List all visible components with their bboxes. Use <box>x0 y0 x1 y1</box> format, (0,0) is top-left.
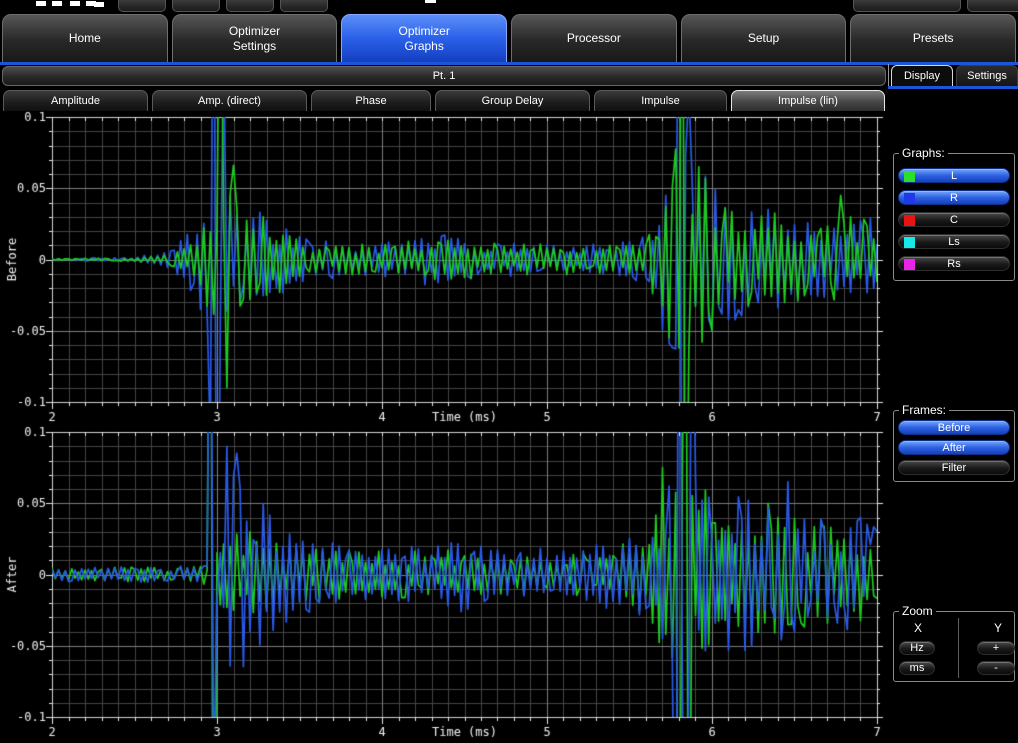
tab-amp-direct[interactable]: Amp. (direct) <box>152 90 307 111</box>
channel-button-C[interactable]: C <box>898 212 1010 227</box>
tab-settings[interactable]: Settings <box>956 65 1018 86</box>
channel-R-label: R <box>950 191 958 204</box>
channel-button-L[interactable]: L <box>898 168 1010 183</box>
zoom-x-ms-button[interactable]: ms <box>899 661 935 675</box>
frames-group-label: Frames: <box>899 403 950 417</box>
tab-optimizer-graphs[interactable]: Optimizer Graphs <box>341 14 508 62</box>
frame-button-after[interactable]: After <box>898 440 1010 455</box>
channel-button-R[interactable]: R <box>898 190 1010 205</box>
tab-underline <box>0 62 1018 65</box>
zoom-group: Zoom X Y Hz ms + - <box>893 604 1015 682</box>
clipped-toolbar-button[interactable] <box>967 0 1018 12</box>
tab-processor[interactable]: Processor <box>511 14 677 62</box>
tab-group-delay[interactable]: Group Delay <box>435 90 590 111</box>
zoom-y-header: Y <box>994 621 1003 635</box>
channel-C-label: C <box>950 213 958 226</box>
panel-separator <box>888 64 889 88</box>
zoom-y-minus-button[interactable]: - <box>977 661 1015 675</box>
impulse-graphs-canvas <box>0 111 888 743</box>
before-plot-area <box>52 117 877 402</box>
tab-display[interactable]: Display <box>891 65 953 86</box>
clipped-toolbar-button[interactable] <box>118 0 166 12</box>
zoom-x-header: X <box>914 621 923 635</box>
channel-C-swatch <box>904 215 915 226</box>
channel-R-swatch <box>904 193 915 204</box>
clipped-glyph <box>425 0 436 3</box>
zoom-group-label: Zoom <box>899 604 936 618</box>
channel-Rs-label: Rs <box>947 257 961 270</box>
panel-tab-underline <box>888 86 1018 89</box>
after-plot-area <box>52 432 877 717</box>
tab-phase[interactable]: Phase <box>311 90 431 111</box>
clipped-title-text <box>36 1 46 6</box>
channel-Ls-label: Ls <box>948 235 960 248</box>
graph-tab-bar: Amplitude Amp. (direct) Phase Group Dela… <box>3 90 888 111</box>
frame-button-before[interactable]: Before <box>898 420 1010 435</box>
graphs-group: Graphs: L R C Ls Rs <box>893 146 1015 281</box>
channel-L-label: L <box>950 169 958 182</box>
tab-impulse[interactable]: Impulse <box>594 90 727 111</box>
main-tab-bar: Home Optimizer Settings Optimizer Graphs… <box>0 14 1018 62</box>
channel-L-swatch <box>904 171 915 182</box>
channel-Rs-swatch <box>904 259 915 270</box>
channel-button-Rs[interactable]: Rs <box>898 256 1010 271</box>
tab-optimizer-settings[interactable]: Optimizer Settings <box>171 14 338 62</box>
channel-Ls-swatch <box>904 237 915 248</box>
clipped-toolbar-button[interactable] <box>172 0 220 12</box>
frames-group: Frames: Before After Filter <box>893 403 1015 482</box>
tab-impulse-lin[interactable]: Impulse (lin) <box>731 90 885 111</box>
clipped-toolbar-button[interactable] <box>226 0 274 12</box>
frame-button-filter[interactable]: Filter <box>898 460 1010 475</box>
clipped-toolbar-button[interactable] <box>280 0 328 12</box>
tab-amplitude[interactable]: Amplitude <box>3 90 148 111</box>
zoom-divider <box>958 618 959 678</box>
channel-button-Ls[interactable]: Ls <box>898 234 1010 249</box>
window-top-strip <box>0 0 1018 14</box>
zoom-x-hz-button[interactable]: Hz <box>899 641 935 655</box>
tab-home[interactable]: Home <box>2 14 168 62</box>
graphs-group-label: Graphs: <box>899 146 948 160</box>
clipped-toolbar-button[interactable] <box>853 0 961 12</box>
tab-presets[interactable]: Presets <box>850 14 1017 62</box>
zoom-y-plus-button[interactable]: + <box>977 641 1015 655</box>
point-selector[interactable]: Pt. 1 <box>2 66 886 86</box>
tab-setup[interactable]: Setup <box>680 14 847 62</box>
